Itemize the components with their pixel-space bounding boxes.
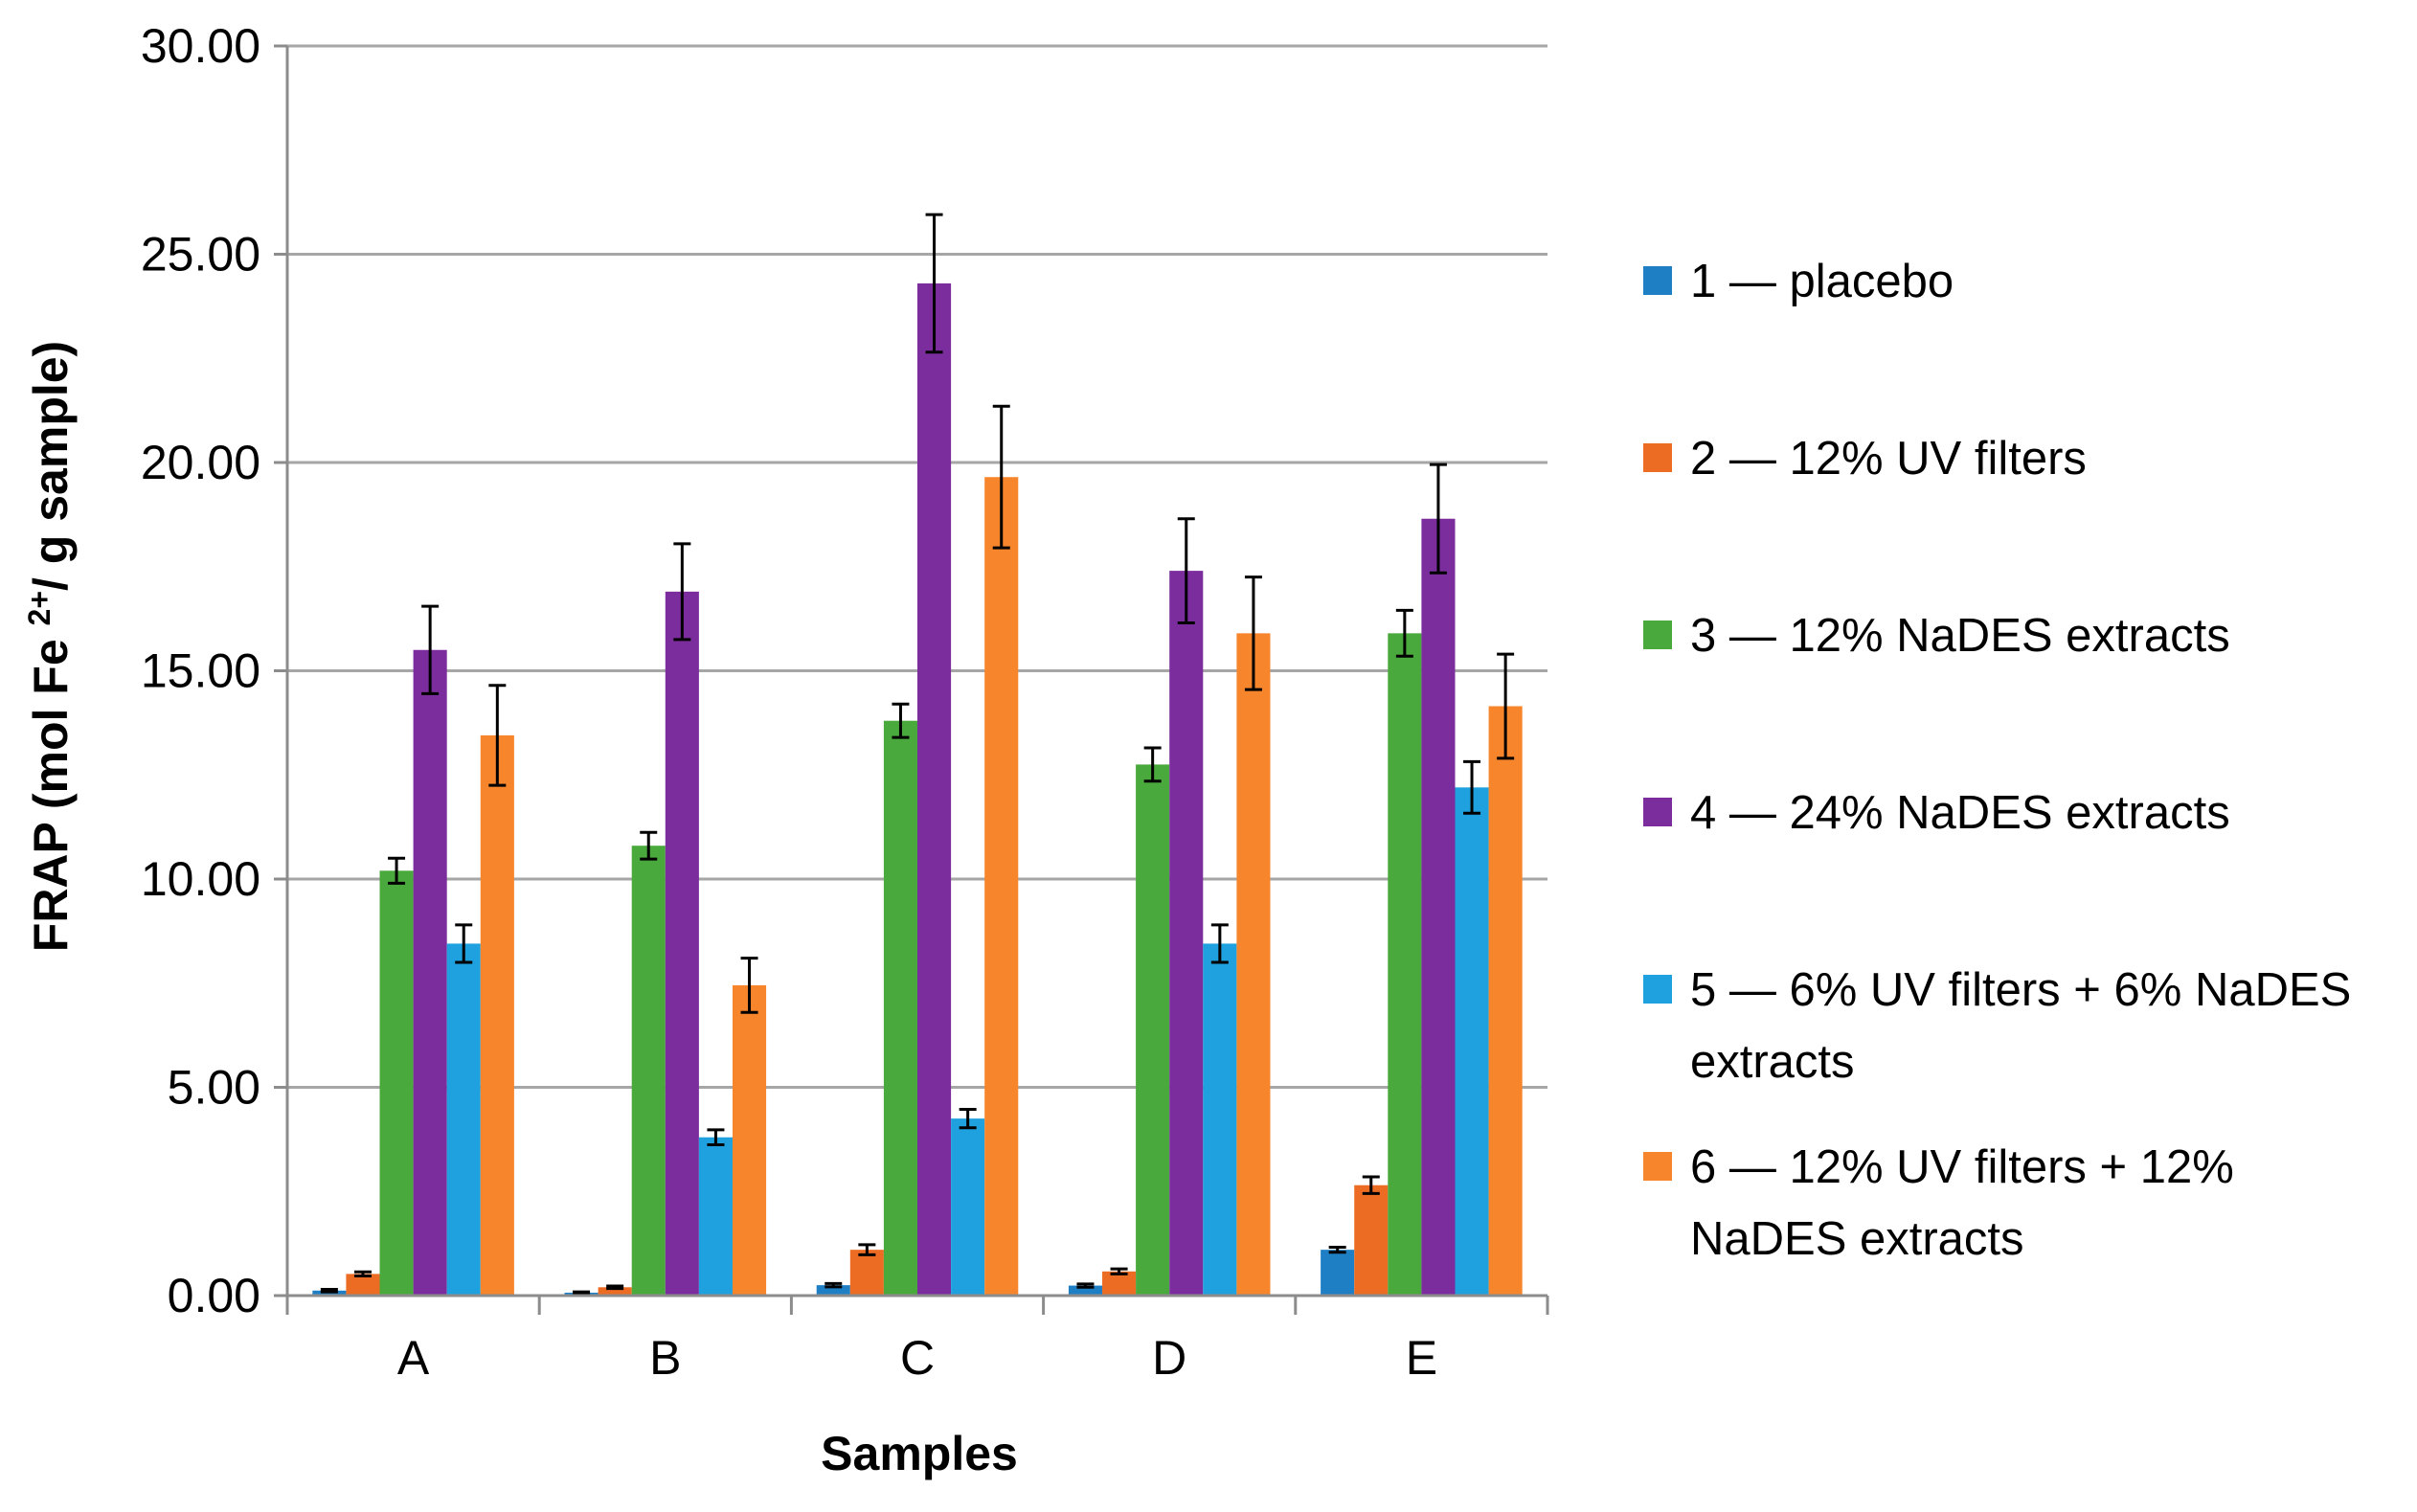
bar-1-D [1068, 1285, 1103, 1296]
bar-4-E [1421, 518, 1456, 1296]
bar-6-E [1488, 706, 1523, 1296]
x-tick-label: A [397, 1331, 430, 1385]
y-tick-label: 25.00 [141, 228, 260, 282]
bar-5-B [698, 1137, 733, 1296]
bar-4-D [1169, 571, 1204, 1296]
bar-4-B [665, 591, 699, 1296]
bar-2-C [849, 1250, 884, 1296]
legend-swatch-3 [1643, 621, 1672, 649]
legend-label-2: 2 — 12% UV filters [1690, 433, 2087, 485]
bar-1-C [816, 1285, 850, 1296]
legend-swatch-5 [1643, 975, 1672, 1004]
bar-6-A [480, 734, 514, 1296]
y-axis-title: FRAP (mol Fe 2+/ g sample) [22, 341, 78, 952]
bar-6-B [732, 984, 767, 1296]
bar-2-D [1102, 1271, 1137, 1296]
axes: 0.00 5.00 10.00 15.00 20.00 25.00 30.00 A B C D E [141, 19, 1549, 1385]
bar-2-B [598, 1287, 632, 1296]
bar-2-E [1354, 1185, 1389, 1296]
legend-label-4: 4 — 24% NaDES extracts [1690, 787, 2230, 839]
x-tick-label: D [1152, 1331, 1186, 1385]
legend-label-5: 5 — 6% UV filters + 6% NaDES [1690, 964, 2351, 1016]
legend-swatch-6 [1643, 1152, 1672, 1181]
bar-1-E [1321, 1250, 1355, 1296]
bar-6-C [984, 477, 1019, 1297]
bars [312, 282, 1523, 1297]
bar-3-D [1136, 764, 1170, 1296]
legend-label-1: 1 — placebo [1690, 256, 1954, 307]
legend: 1 — placebo 2 — 12% UV filters 3 — 12% NaD… [1643, 256, 2351, 1265]
bar-5-D [1203, 943, 1237, 1296]
legend-swatch-4 [1643, 798, 1672, 826]
y-tick-label: 15.00 [141, 644, 260, 698]
legend-label-5: extracts [1690, 1036, 1855, 1088]
legend-label-3: 3 — 12% NaDES extracts [1690, 610, 2230, 662]
bar-2-A [346, 1274, 380, 1296]
y-tick-label: 10.00 [141, 852, 260, 906]
x-tick-label: B [649, 1331, 681, 1385]
error-bars [320, 213, 1515, 1296]
x-axis-title: Samples [821, 1427, 1018, 1480]
bar-5-E [1455, 787, 1489, 1296]
bar-3-A [379, 870, 414, 1296]
bar-5-A [446, 943, 481, 1296]
x-tick-label: C [900, 1331, 935, 1385]
y-tick-label: 20.00 [141, 436, 260, 489]
y-tick-label: 30.00 [141, 19, 260, 73]
y-tick-label: 5.00 [168, 1061, 260, 1115]
legend-label-6: 6 — 12% UV filters + 12% [1690, 1141, 2234, 1193]
bar-3-B [631, 846, 666, 1296]
bar-4-C [917, 282, 952, 1297]
bar-4-A [413, 649, 447, 1296]
bar-3-E [1388, 633, 1422, 1296]
y-tick-label: 0.00 [168, 1269, 260, 1322]
legend-swatch-1 [1643, 266, 1672, 295]
legend-label-6: NaDES extracts [1690, 1213, 2024, 1265]
legend-swatch-2 [1643, 443, 1672, 472]
bar-5-C [951, 1118, 985, 1296]
bar-3-C [883, 720, 917, 1296]
x-tick-label: E [1406, 1331, 1437, 1385]
bar-6-D [1236, 633, 1271, 1296]
